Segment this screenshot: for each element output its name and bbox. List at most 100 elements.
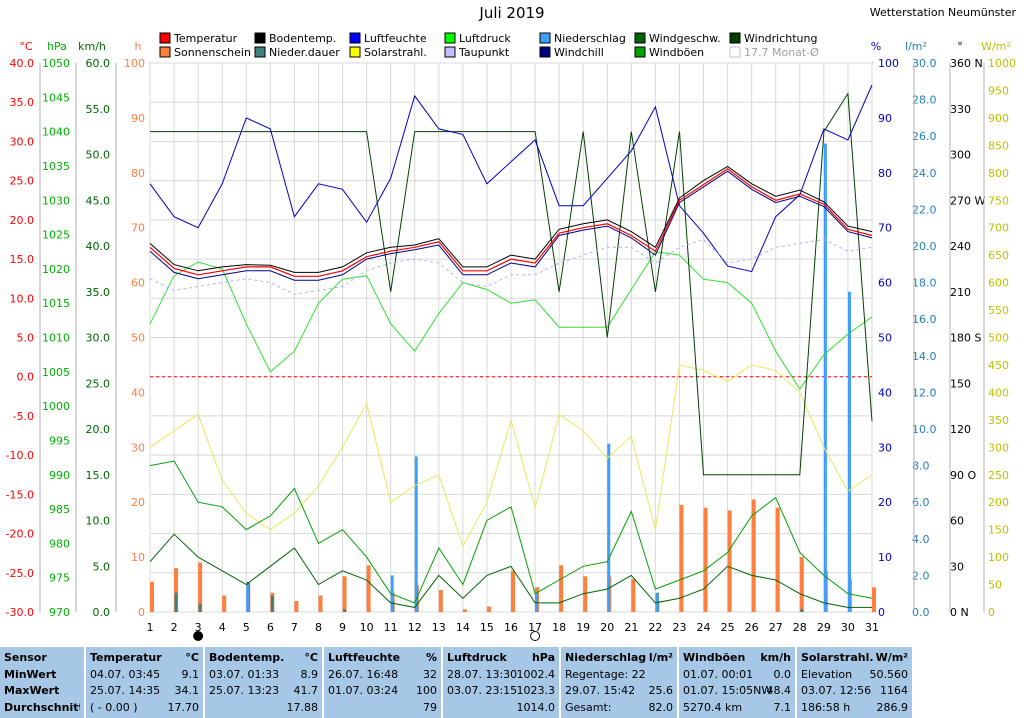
tick-label-solar: 750 bbox=[988, 194, 1009, 207]
station-name: Wetterstation Neumünster bbox=[869, 6, 1016, 19]
summary-label: Gesamt: bbox=[565, 700, 612, 714]
series-line-windrichtung bbox=[150, 91, 873, 476]
tick-label-sun: 20 bbox=[131, 496, 145, 509]
tick-label-temp: 20.0 bbox=[10, 214, 35, 227]
tick-label-wind: 5.0 bbox=[93, 560, 111, 573]
tick-label-temp: -10.0 bbox=[6, 449, 34, 462]
summary-label: 5270.4 km bbox=[683, 700, 743, 714]
bar-sonnenschein bbox=[486, 606, 491, 612]
x-tick-label: 9 bbox=[339, 621, 346, 634]
summary-value: 82.0 bbox=[648, 700, 674, 714]
legend-swatch bbox=[634, 32, 646, 44]
tick-label-solar: 500 bbox=[988, 332, 1009, 345]
x-tick-label: 2 bbox=[171, 621, 178, 634]
summary-label: Durchschnitt bbox=[4, 700, 80, 714]
summary-row: MaxWert bbox=[4, 683, 80, 699]
bar-niederdauer bbox=[270, 595, 274, 612]
summary-value: l/m² bbox=[648, 651, 673, 664]
legend-label: Luftdruck bbox=[459, 32, 511, 45]
summary-row: 03.07. 01:33 8.9 bbox=[209, 667, 318, 683]
unit-label-pressure: hPa bbox=[47, 40, 67, 53]
tick-label-sun: 70 bbox=[131, 222, 145, 235]
summary-header: Niederschlag l/m² bbox=[565, 650, 673, 666]
tick-label-temp: 5.0 bbox=[17, 332, 35, 345]
summary-label: Luftfeuchte bbox=[328, 651, 401, 664]
summary-row: 03.07. 12:56 1164 bbox=[801, 683, 908, 699]
summary-label: 03.07. 01:33 bbox=[209, 667, 280, 681]
summary-column: Luftfeuchte% 26.07. 16:48 32 01.07. 03:24 10… bbox=[324, 647, 441, 718]
tick-label-rain: 14.0 bbox=[912, 350, 937, 363]
tick-label-direction: 360 N bbox=[950, 57, 983, 70]
bar-sonnenschein bbox=[727, 510, 732, 612]
tick-label-temp: 35.0 bbox=[10, 96, 35, 109]
summary-value: 100 bbox=[416, 684, 437, 697]
x-tick-label: 6 bbox=[267, 621, 274, 634]
tick-label-rain: 30.0 bbox=[912, 57, 937, 70]
legend-swatch bbox=[444, 32, 456, 44]
tick-label-temp: -25.0 bbox=[6, 567, 34, 580]
tick-label-pressure: 995 bbox=[49, 434, 70, 447]
summary-row: Durchschnitt bbox=[4, 700, 80, 716]
tick-label-pressure: 1040 bbox=[42, 126, 70, 139]
tick-label-pressure: 1000 bbox=[42, 400, 70, 413]
legend-label: Sonnenschein bbox=[174, 46, 251, 59]
tick-label-solar: 350 bbox=[988, 414, 1009, 427]
summary-label: 03.07. 23:15 bbox=[447, 684, 518, 697]
tick-label-temp: 40.0 bbox=[10, 57, 35, 70]
summary-row: 26.07. 16:48 32 bbox=[328, 667, 437, 683]
summary-value: 17.70 bbox=[167, 700, 200, 714]
x-tick-label: 22 bbox=[648, 621, 662, 634]
summary-label: Solarstrahl. bbox=[801, 651, 874, 664]
bar-sonnenschein bbox=[799, 557, 804, 612]
tick-label-humidity: 0 bbox=[878, 606, 885, 619]
legend-label: Temperatur bbox=[173, 32, 238, 45]
x-tick-label: 16 bbox=[504, 621, 518, 634]
summary-row: 25.07. 14:35 34.1 bbox=[90, 683, 199, 699]
tick-label-humidity: 50 bbox=[878, 332, 892, 345]
tick-label-temp: 25.0 bbox=[10, 175, 35, 188]
tick-label-sun: 30 bbox=[131, 441, 145, 454]
tick-label-solar: 300 bbox=[988, 441, 1009, 454]
summary-column: Sensor MinWert MaxWert Durchschnitt bbox=[0, 647, 84, 718]
x-tick-label: 17 bbox=[528, 621, 542, 634]
tick-label-humidity: 70 bbox=[878, 222, 892, 235]
tick-label-solar: 800 bbox=[988, 167, 1009, 180]
legend-label: Windgeschw. bbox=[649, 32, 721, 45]
summary-value: km/h bbox=[760, 651, 791, 664]
tick-label-rain: 18.0 bbox=[912, 277, 937, 290]
bar-sonnenschein bbox=[679, 504, 684, 612]
tick-label-temp: -5.0 bbox=[13, 410, 34, 423]
bar-sonnenschein bbox=[631, 579, 636, 612]
tick-label-wind: 50.0 bbox=[86, 149, 111, 162]
summary-header: Luftfeuchte% bbox=[328, 650, 437, 666]
tick-label-pressure: 1010 bbox=[42, 332, 70, 345]
legend-label: Luftfeuchte bbox=[364, 32, 427, 45]
tick-label-humidity: 10 bbox=[878, 551, 892, 564]
tick-label-pressure: 1050 bbox=[42, 57, 70, 70]
grid bbox=[149, 62, 873, 613]
summary-column: Windböen km/h 01.07. 00:01 0.0 01.07. 15:05N… bbox=[679, 647, 795, 718]
x-tick-label: 12 bbox=[408, 621, 422, 634]
legend-label: Windchill bbox=[554, 46, 604, 59]
bar-niederdauer bbox=[174, 592, 178, 612]
summary-label: MaxWert bbox=[4, 684, 60, 697]
tick-label-pressure: 990 bbox=[49, 469, 70, 482]
tick-label-sun: 0 bbox=[138, 606, 145, 619]
tick-label-direction: 150 bbox=[950, 377, 971, 390]
summary-header: Sensor bbox=[4, 650, 80, 666]
summary-column: Bodentemp. °C 03.07. 01:33 8.9 25.07. 13:23 4… bbox=[205, 647, 322, 718]
tick-label-rain: 6.0 bbox=[912, 496, 930, 509]
tick-label-rain: 4.0 bbox=[912, 533, 930, 546]
bar-niederdauer bbox=[198, 603, 202, 612]
summary-value: 17.88 bbox=[286, 700, 319, 714]
summary-row: 25.07. 13:23 41.7 bbox=[209, 683, 318, 699]
bar-sonnenschein bbox=[366, 565, 371, 612]
summary-row: 28.07. 13:30 1002.4 bbox=[447, 667, 555, 683]
summary-row: 5270.4 km 7.1 bbox=[683, 700, 791, 716]
summary-label: Bodentemp. bbox=[209, 651, 285, 664]
tick-label-rain: 16.0 bbox=[912, 313, 937, 326]
bar-sonnenschein bbox=[872, 587, 876, 612]
bar-sonnenschein bbox=[438, 590, 443, 612]
tick-label-sun: 40 bbox=[131, 386, 145, 399]
summary-header: Bodentemp. °C bbox=[209, 650, 318, 666]
